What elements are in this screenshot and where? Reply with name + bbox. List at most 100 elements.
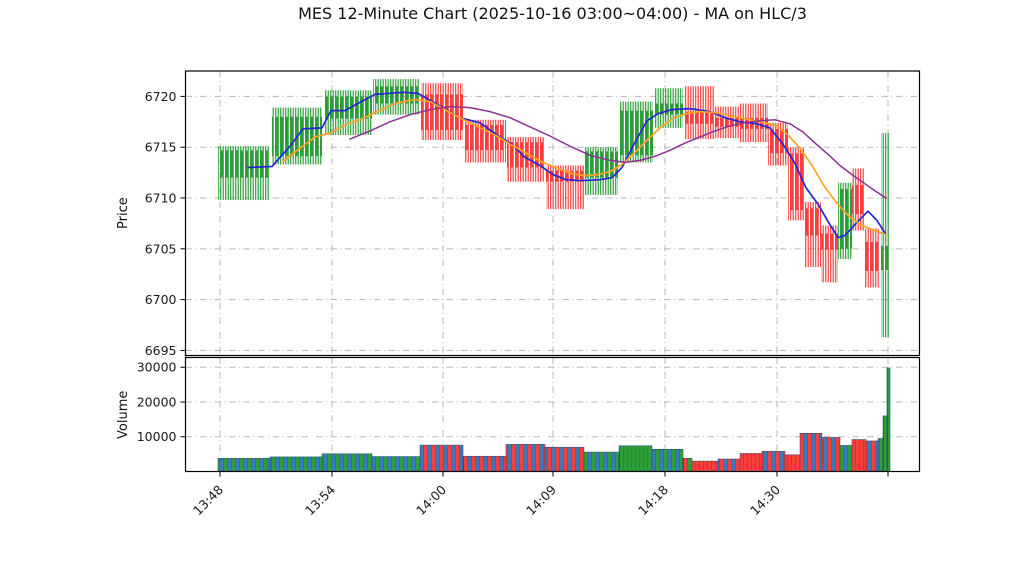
candle-bodies — [865, 241, 880, 272]
candle-bodies — [788, 153, 804, 211]
wick-upper — [546, 165, 584, 171]
wick-lower — [804, 235, 821, 268]
candle-bodies — [838, 188, 852, 249]
volume-cluster — [739, 453, 763, 472]
wick-upper — [740, 103, 768, 118]
candle-cluster-down — [546, 165, 584, 210]
wick-lower — [218, 177, 270, 201]
volume-cluster — [784, 454, 801, 472]
candle-cluster-down — [788, 147, 804, 221]
candle-bodies — [218, 150, 270, 178]
wick-lower — [821, 249, 838, 283]
volume-cluster — [583, 451, 620, 472]
volume-cluster — [321, 453, 373, 472]
ma-lines — [247, 91, 887, 239]
volume-cluster — [505, 444, 546, 472]
wick-lower — [272, 156, 322, 165]
price-tick-label: 6700 — [145, 292, 177, 307]
wick-lower — [325, 118, 372, 136]
candle-bodies — [421, 94, 463, 130]
wick-upper — [768, 122, 788, 129]
wick-lower — [881, 270, 890, 338]
candle-cluster-down — [507, 137, 545, 182]
wick-lower — [838, 248, 852, 259]
volume-cluster — [682, 458, 693, 472]
volume-cluster — [269, 456, 323, 472]
wick-upper — [881, 132, 890, 246]
wick-lower — [465, 150, 506, 163]
wick-lower — [507, 167, 545, 182]
candle-cluster-down — [821, 225, 838, 283]
wick-lower — [715, 126, 739, 139]
ma-line-slow — [349, 105, 887, 199]
candle-cluster-down — [804, 202, 821, 268]
volume-tick-label: 20000 — [137, 394, 177, 409]
time-tick-label: 14:30 — [747, 482, 783, 518]
wick-upper — [218, 146, 270, 151]
candle-bodies — [654, 103, 683, 115]
ma-line-mid — [282, 98, 887, 236]
volume-cluster — [651, 449, 684, 472]
candle-cluster-down — [865, 228, 880, 288]
wick-lower — [585, 177, 618, 195]
wick-upper — [507, 137, 545, 143]
candle-series — [218, 79, 890, 338]
candle-cluster-up — [838, 182, 852, 259]
volume-cluster — [886, 367, 891, 472]
candle-cluster-down — [421, 83, 463, 141]
candle-bodies — [619, 110, 653, 156]
price-tick-label: 6720 — [145, 89, 177, 104]
candle-bodies — [852, 184, 865, 215]
wick-lower — [865, 271, 880, 288]
time-tick-label: 13:54 — [302, 482, 338, 518]
volume-cluster — [419, 444, 464, 472]
candle-cluster-up — [218, 146, 270, 201]
volume-cluster — [371, 456, 421, 472]
wick-upper — [619, 101, 653, 111]
time-tick-label: 13:48 — [190, 482, 226, 518]
candle-bodies — [546, 170, 584, 182]
volume-cluster — [544, 446, 585, 472]
wick-upper — [585, 147, 618, 152]
candle-bodies — [715, 117, 739, 127]
price-tick-label: 6715 — [145, 140, 177, 155]
volume-tick-label: 30000 — [137, 360, 177, 375]
wick-upper — [421, 83, 463, 95]
wick-upper — [465, 119, 506, 125]
wick-upper — [684, 86, 714, 112]
price-tick-label: 6705 — [145, 241, 177, 256]
volume-cluster — [618, 445, 653, 472]
volume-cluster — [717, 458, 741, 472]
candle-cluster-up — [325, 90, 372, 136]
candle-cluster-down — [715, 106, 739, 139]
volume-cluster — [761, 451, 786, 472]
candle-cluster-up — [881, 132, 890, 338]
wick-lower — [619, 155, 653, 163]
volume-cluster — [799, 433, 823, 472]
candle-bodies — [821, 233, 838, 250]
volume-cluster — [821, 437, 841, 472]
wick-lower — [373, 103, 420, 115]
price-tick-label: 6710 — [145, 191, 177, 206]
chart-title: MES 12-Minute Chart (2025-10-16 03:00~04… — [298, 4, 807, 23]
wick-upper — [715, 106, 739, 118]
ma-line-fast — [247, 91, 887, 239]
wick-lower — [421, 129, 463, 141]
volume-cluster — [691, 460, 719, 472]
wick-upper — [838, 182, 852, 189]
wick-lower — [546, 181, 584, 210]
wick-upper — [325, 90, 372, 97]
price-panel-frame — [184, 70, 921, 357]
volume-cluster — [877, 438, 884, 472]
time-tick-label: 14:09 — [523, 482, 559, 518]
candle-cluster-down — [684, 86, 714, 140]
volume-cluster — [462, 455, 507, 472]
wick-lower — [768, 153, 788, 166]
candle-cluster-up — [585, 147, 618, 195]
wick-upper — [804, 202, 821, 209]
volume-cluster — [217, 458, 271, 472]
wick-lower — [684, 123, 714, 140]
candle-bodies — [373, 86, 420, 104]
candle-cluster-up — [373, 79, 420, 115]
